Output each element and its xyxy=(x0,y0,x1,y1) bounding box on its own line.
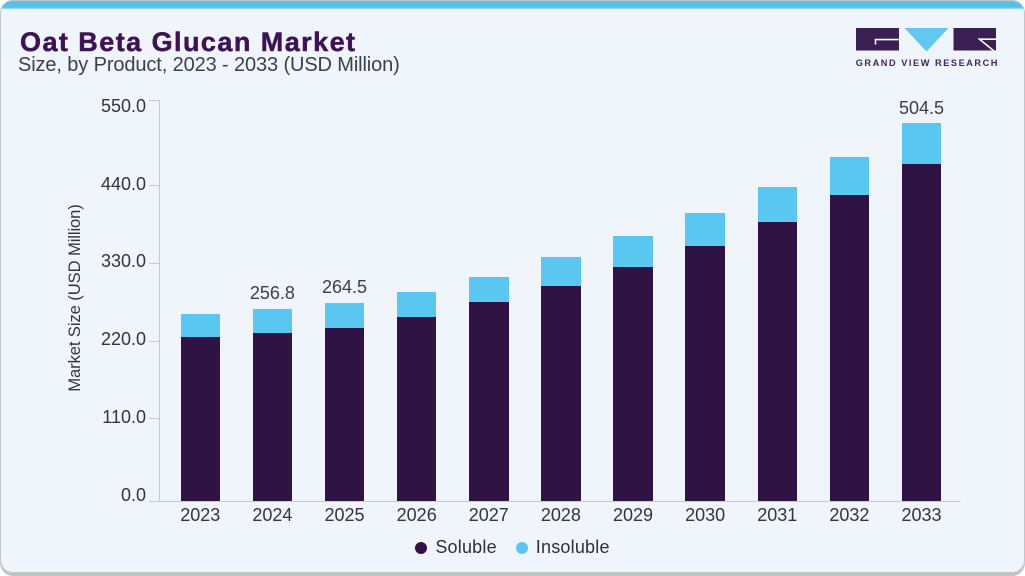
svg-text:GRAND VIEW RESEARCH: GRAND VIEW RESEARCH xyxy=(856,58,998,68)
